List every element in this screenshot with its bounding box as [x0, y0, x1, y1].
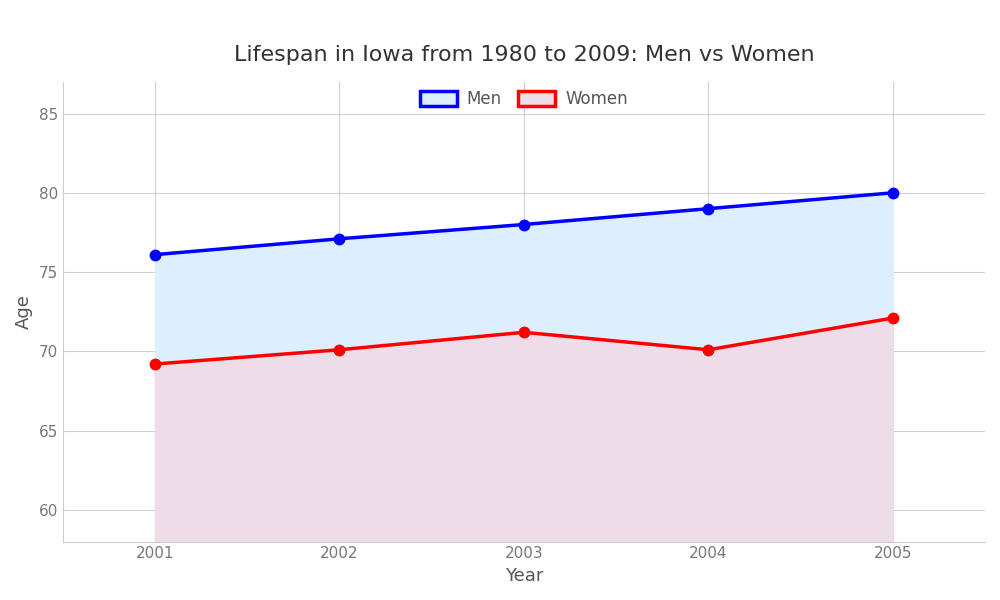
- Y-axis label: Age: Age: [15, 294, 33, 329]
- Title: Lifespan in Iowa from 1980 to 2009: Men vs Women: Lifespan in Iowa from 1980 to 2009: Men …: [234, 45, 814, 65]
- Legend: Men, Women: Men, Women: [420, 90, 628, 108]
- X-axis label: Year: Year: [505, 567, 543, 585]
